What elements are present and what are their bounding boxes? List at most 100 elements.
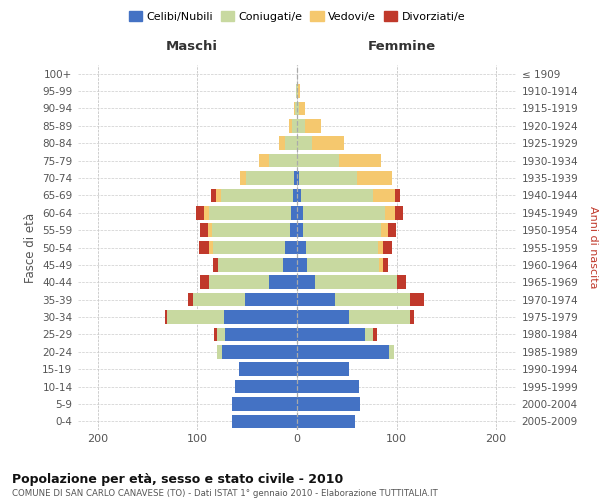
Bar [294, 102, 295, 115]
Bar [221, 188, 293, 202]
Bar [196, 206, 205, 220]
Bar [297, 154, 339, 168]
Bar [209, 240, 214, 254]
Bar [395, 206, 403, 220]
Bar [301, 188, 373, 202]
Bar [299, 171, 357, 185]
Bar [269, 154, 297, 168]
Bar [303, 206, 385, 220]
Bar [208, 224, 212, 237]
Bar [217, 345, 223, 358]
Bar [164, 310, 167, 324]
Bar [289, 119, 292, 132]
Bar [297, 188, 301, 202]
Bar [410, 293, 424, 306]
Bar [297, 258, 307, 272]
Bar [297, 362, 349, 376]
Bar [349, 310, 410, 324]
Bar [383, 240, 392, 254]
Bar [205, 206, 209, 220]
Bar [306, 240, 377, 254]
Bar [299, 102, 305, 115]
Bar [223, 345, 297, 358]
Bar [224, 310, 297, 324]
Bar [312, 136, 344, 150]
Bar [269, 276, 297, 289]
Bar [297, 206, 303, 220]
Bar [297, 119, 305, 132]
Bar [209, 276, 269, 289]
Bar [188, 293, 193, 306]
Bar [397, 276, 406, 289]
Bar [297, 310, 349, 324]
Bar [283, 258, 297, 272]
Bar [214, 240, 285, 254]
Text: Popolazione per età, sesso e stato civile - 2010: Popolazione per età, sesso e stato civil… [12, 472, 343, 486]
Bar [214, 258, 218, 272]
Bar [279, 136, 285, 150]
Bar [380, 224, 388, 237]
Bar [212, 224, 290, 237]
Bar [211, 188, 217, 202]
Bar [217, 188, 221, 202]
Bar [307, 258, 379, 272]
Bar [410, 310, 415, 324]
Bar [377, 240, 383, 254]
Bar [290, 224, 297, 237]
Bar [295, 102, 297, 115]
Bar [246, 171, 294, 185]
Bar [193, 293, 245, 306]
Bar [315, 276, 397, 289]
Bar [226, 328, 297, 341]
Bar [357, 171, 392, 185]
Y-axis label: Anni di nascita: Anni di nascita [588, 206, 598, 289]
Bar [303, 224, 380, 237]
Bar [232, 414, 297, 428]
Bar [167, 310, 224, 324]
Bar [365, 328, 373, 341]
Bar [259, 154, 269, 168]
Text: Maschi: Maschi [166, 40, 218, 53]
Bar [232, 397, 297, 410]
Text: Femmine: Femmine [368, 40, 436, 53]
Bar [385, 206, 395, 220]
Bar [395, 188, 400, 202]
Bar [293, 188, 297, 202]
Bar [297, 276, 315, 289]
Bar [294, 171, 297, 185]
Bar [285, 240, 297, 254]
Bar [214, 328, 217, 341]
Bar [297, 240, 306, 254]
Bar [297, 171, 299, 185]
Bar [383, 258, 388, 272]
Bar [235, 380, 297, 394]
Bar [240, 171, 246, 185]
Bar [297, 345, 389, 358]
Bar [218, 258, 283, 272]
Bar [389, 345, 394, 358]
Bar [297, 414, 355, 428]
Bar [217, 328, 226, 341]
Bar [245, 293, 297, 306]
Text: COMUNE DI SAN CARLO CANAVESE (TO) - Dati ISTAT 1° gennaio 2010 - Elaborazione TU: COMUNE DI SAN CARLO CANAVESE (TO) - Dati… [12, 489, 438, 498]
Bar [335, 293, 410, 306]
Bar [297, 102, 299, 115]
Bar [199, 240, 209, 254]
Bar [239, 362, 297, 376]
Bar [373, 188, 395, 202]
Bar [297, 136, 312, 150]
Bar [297, 293, 335, 306]
Bar [292, 119, 297, 132]
Bar [200, 224, 208, 237]
Bar [200, 276, 209, 289]
Bar [297, 380, 359, 394]
Bar [297, 397, 360, 410]
Bar [339, 154, 380, 168]
Bar [296, 84, 297, 98]
Bar [298, 84, 300, 98]
Bar [291, 206, 297, 220]
Bar [297, 328, 365, 341]
Bar [373, 328, 377, 341]
Bar [297, 84, 298, 98]
Bar [388, 224, 395, 237]
